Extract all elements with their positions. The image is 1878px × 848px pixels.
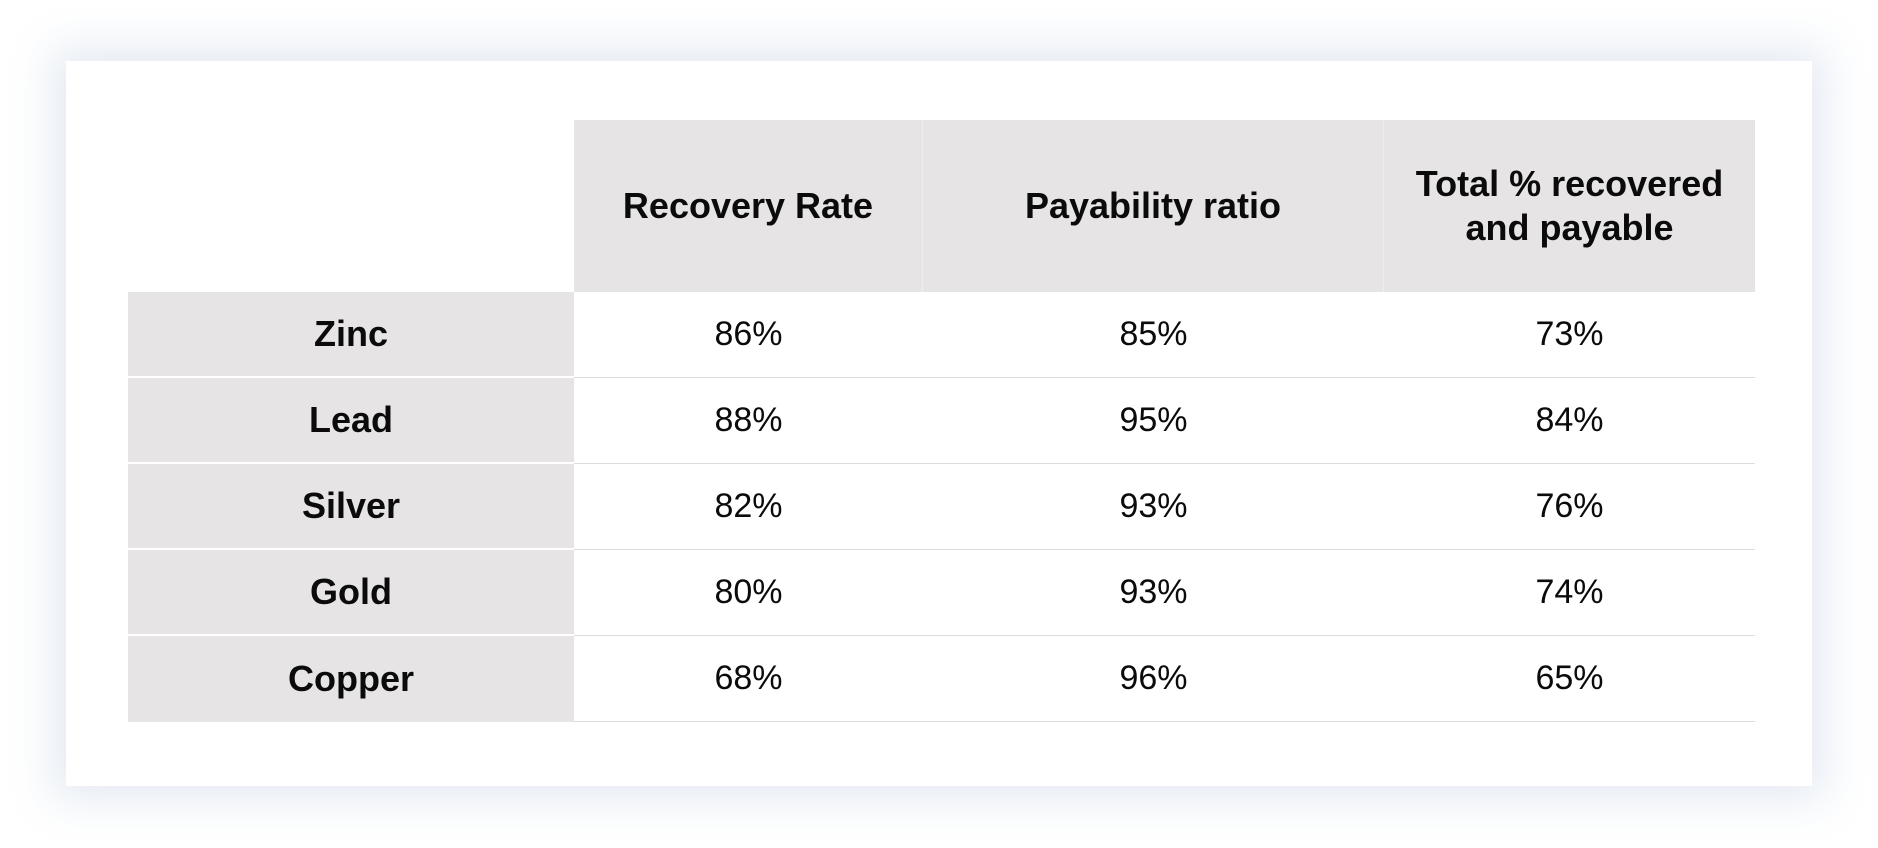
data-table: Recovery Rate Payability ratio Total % r… <box>128 120 1755 722</box>
row-label: Zinc <box>128 292 574 378</box>
table-row: Copper 68% 96% 65% <box>128 636 1755 722</box>
header-corner-cell <box>128 120 574 292</box>
table-cell: 73% <box>1384 292 1755 378</box>
table-cell: 76% <box>1384 464 1755 550</box>
table-cell: 74% <box>1384 550 1755 636</box>
table-row: Gold 80% 93% 74% <box>128 550 1755 636</box>
table-cell: 93% <box>923 550 1384 636</box>
column-header-recovery-rate: Recovery Rate <box>574 120 923 292</box>
table-cell: 93% <box>923 464 1384 550</box>
table-cell: 82% <box>574 464 923 550</box>
table-row: Lead 88% 95% 84% <box>128 378 1755 464</box>
table-row: Silver 82% 93% 76% <box>128 464 1755 550</box>
row-label: Gold <box>128 550 574 636</box>
table-cell: 80% <box>574 550 923 636</box>
row-label: Silver <box>128 464 574 550</box>
column-header-total-recovered-payable: Total % recovered and payable <box>1415 163 1724 248</box>
table-card: Recovery Rate Payability ratio Total % r… <box>66 61 1812 786</box>
table-header-row: Recovery Rate Payability ratio Total % r… <box>128 120 1755 292</box>
table-row: Zinc 86% 85% 73% <box>128 292 1755 378</box>
table-cell: 84% <box>1384 378 1755 464</box>
header-cells: Recovery Rate Payability ratio Total % r… <box>574 120 1755 292</box>
table-cell: 85% <box>923 292 1384 378</box>
table-cell: 68% <box>574 636 923 722</box>
table-cell: 96% <box>923 636 1384 722</box>
table-cell: 88% <box>574 378 923 464</box>
table-cell: 86% <box>574 292 923 378</box>
table-cell: 95% <box>923 378 1384 464</box>
table-cell: 65% <box>1384 636 1755 722</box>
row-label: Lead <box>128 378 574 464</box>
column-header-payability-ratio: Payability ratio <box>923 120 1384 292</box>
row-label: Copper <box>128 636 574 722</box>
table-body: Zinc 86% 85% 73% Lead 88% 95% 84% Silver… <box>128 292 1755 722</box>
